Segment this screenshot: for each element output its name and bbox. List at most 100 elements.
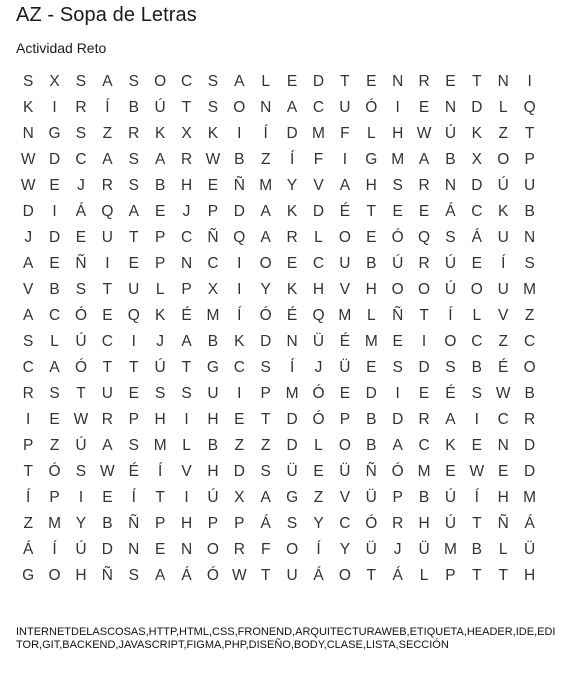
grid-cell: A: [23, 255, 34, 272]
grid-cell: É: [445, 385, 456, 402]
grid-cell: H: [154, 411, 166, 428]
grid-cell: A: [128, 203, 139, 220]
grid-cell: K: [498, 203, 509, 220]
grid-cell: Á: [313, 567, 324, 584]
grid-cell: É: [286, 307, 298, 324]
grid-cell: T: [129, 229, 139, 246]
grid-cell: N: [524, 229, 536, 246]
grid-cell: T: [419, 307, 429, 324]
grid-cell: M: [312, 125, 325, 142]
grid-cell: Á: [471, 229, 482, 246]
grid-cell: E: [366, 73, 377, 90]
grid-cell: S: [75, 73, 87, 90]
grid-cell: O: [418, 281, 431, 298]
grid-cell: Ó: [391, 229, 404, 246]
grid-cell: Ó: [391, 463, 404, 480]
grid-cell: Ú: [207, 489, 219, 506]
grid-cell: H: [524, 567, 536, 584]
grid-cell: Í: [263, 125, 268, 142]
grid-cell: A: [260, 489, 271, 506]
grid-cell: T: [102, 281, 113, 298]
grid-cell: A: [260, 203, 271, 220]
grid-cell: E: [102, 489, 113, 506]
grid-cell: K: [234, 333, 245, 350]
grid-cell: C: [233, 359, 245, 376]
grid-cell: J: [182, 203, 191, 220]
grid-cell: P: [260, 385, 271, 402]
grid-cell: J: [314, 359, 323, 376]
grid-cell: C: [207, 255, 219, 272]
grid-cell: C: [180, 229, 193, 246]
grid-cell: D: [312, 203, 325, 220]
grid-cell: S: [154, 385, 166, 402]
grid-cell: I: [237, 281, 242, 298]
grid-cell: C: [75, 151, 87, 168]
grid-cell: Ñ: [128, 515, 140, 532]
grid-cell: Í: [474, 489, 479, 506]
grid-cell: A: [234, 73, 245, 90]
grid-cell: D: [233, 203, 245, 220]
grid-cell: M: [523, 281, 537, 298]
grid-cell: T: [524, 125, 535, 142]
grid-cell: Ó: [365, 515, 378, 532]
grid-cell: I: [105, 255, 110, 272]
grid-cell: T: [181, 99, 192, 116]
grid-cell: Ó: [365, 99, 378, 116]
grid-cell: H: [207, 411, 219, 428]
grid-cell: N: [444, 99, 457, 116]
grid-cell: U: [101, 385, 113, 402]
grid-cell: B: [366, 411, 377, 428]
grid-cell: N: [444, 177, 457, 194]
grid-cell: H: [365, 177, 377, 194]
grid-cell: Ú: [444, 489, 457, 506]
grid-cell: O: [338, 229, 351, 246]
grid-cell: G: [22, 567, 35, 584]
grid-cell: O: [338, 567, 351, 584]
grid-cell: S: [23, 333, 34, 350]
grid-cell: Ü: [312, 333, 325, 350]
grid-cell: R: [75, 99, 87, 116]
grid-cell: Ó: [48, 463, 61, 480]
grid-cell: Í: [448, 307, 453, 324]
page-subtitle: Actividad Reto: [16, 40, 107, 56]
grid-cell: E: [75, 229, 87, 246]
grid-cell: R: [22, 385, 34, 402]
grid-cell: I: [395, 385, 400, 402]
grid-cell: Ó: [312, 385, 325, 402]
grid-cell: S: [392, 359, 403, 376]
grid-cell: N: [286, 333, 298, 350]
grid-cell: T: [23, 463, 33, 480]
grid-cell: J: [24, 229, 33, 246]
grid-cell: N: [497, 437, 509, 454]
grid-cell: I: [474, 411, 479, 428]
word-list: INTERNETDELASCOSAS,HTTP,HTML,CSS,FRONEND…: [16, 626, 556, 651]
grid-cell: Ü: [418, 541, 430, 558]
grid-cell: N: [180, 541, 193, 558]
grid-cell: S: [75, 463, 87, 480]
grid-cell: Á: [260, 515, 271, 532]
grid-cell: P: [128, 411, 139, 428]
grid-cell: D: [471, 177, 483, 194]
grid-cell: Z: [498, 333, 508, 350]
grid-cell: D: [524, 463, 536, 480]
grid-cell: J: [393, 541, 402, 558]
grid-cell: E: [154, 203, 166, 220]
grid-cell: I: [237, 385, 242, 402]
grid-cell: T: [76, 385, 86, 402]
grid-cell: O: [48, 567, 61, 584]
grid-cell: L: [366, 125, 376, 142]
grid-cell: P: [23, 437, 34, 454]
grid-cell: E: [418, 99, 430, 116]
grid-cell: D: [312, 73, 325, 90]
grid-cell: P: [392, 489, 403, 506]
grid-cell: H: [207, 463, 219, 480]
grid-cell: Y: [313, 515, 324, 532]
grid-cell: E: [286, 73, 298, 90]
grid-cell: L: [498, 541, 508, 558]
grid-cell: Ü: [524, 541, 536, 558]
grid-cell: F: [340, 125, 350, 142]
grid-cell: I: [52, 203, 57, 220]
grid-cell: Ü: [286, 463, 298, 480]
grid-cell: S: [75, 125, 87, 142]
